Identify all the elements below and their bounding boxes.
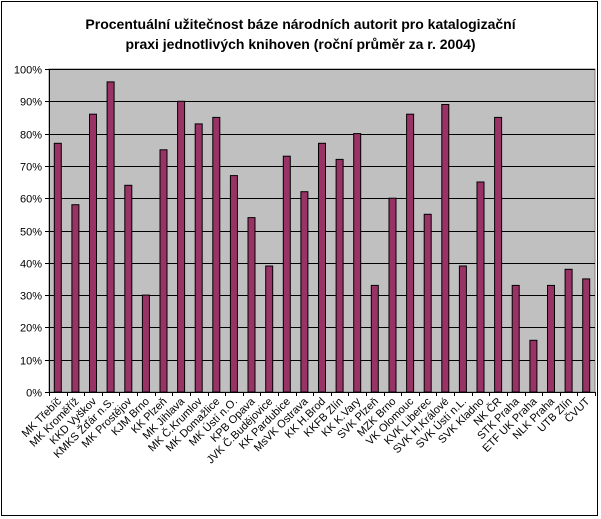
chart-title: Procentuální užitečnost báze národních a… [0,14,601,54]
y-tick-label: 20% [20,323,42,335]
bar [282,155,291,393]
bar [247,217,256,393]
bar [494,116,503,393]
bar [141,294,150,393]
bar [458,265,467,393]
bar [547,284,555,393]
bar [511,284,520,393]
bar [441,104,450,393]
bar [406,113,415,393]
bar [265,265,274,393]
bar [388,197,397,393]
bar [212,116,221,393]
bar [529,339,538,393]
bar [300,191,309,393]
chart-title-line-1: Procentuální užitečnost báze národních a… [85,16,516,32]
bar [106,81,115,393]
y-tick-label: 0% [26,388,42,400]
bar [318,142,326,393]
y-tick-label: 60% [20,194,42,206]
bar [89,113,97,393]
y-tick-label: 50% [20,227,42,239]
bar [124,184,133,393]
bar [159,149,168,393]
bar [564,268,573,393]
y-tick-label: 40% [20,259,42,271]
y-tick-label: 100% [14,65,42,77]
bar [423,213,432,393]
y-tick-label: 30% [20,291,42,303]
y-tick-label: 10% [20,356,42,368]
bar [229,175,238,393]
y-tick-label: 70% [20,162,42,174]
y-tick-label: 90% [20,97,42,109]
bar [335,158,344,393]
bar [353,133,362,393]
bar [476,181,485,393]
bar [177,100,186,393]
y-tick-label: 80% [20,130,42,142]
bar [582,278,591,393]
bar [370,284,379,393]
y-axis: 0% 10% 20% 30% 40% 50% 60% 70% 80% 90% 100% [14,65,50,400]
bar [71,204,80,393]
chart-title-line-2: praxi jednotlivých knihoven (roční průmě… [125,36,476,52]
bar [194,123,203,393]
x-axis [49,392,596,396]
bar [53,142,62,393]
